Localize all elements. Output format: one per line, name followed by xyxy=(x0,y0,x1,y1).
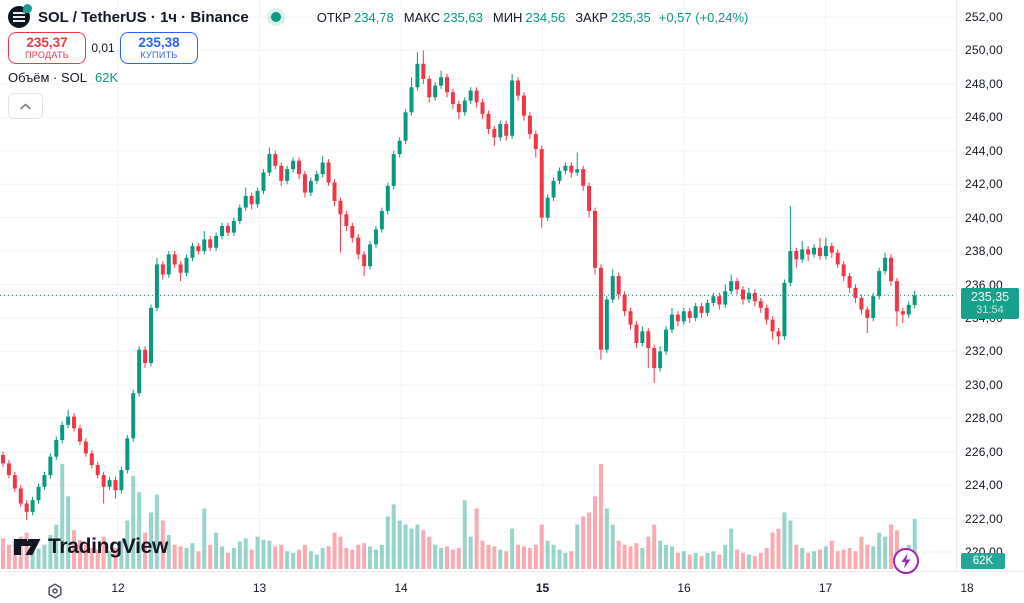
buy-price: 235,38 xyxy=(138,34,180,50)
price-tick: 252,00 xyxy=(965,10,1003,24)
current-price-badge: 235,35 31:54 xyxy=(961,288,1019,320)
gear-icon[interactable] xyxy=(46,582,64,600)
time-tick: 14 xyxy=(394,581,408,595)
tradingview-logo[interactable]: TradingView xyxy=(14,535,168,559)
sell-label: ПРОДАТЬ xyxy=(25,50,69,61)
bar-countdown: 31:54 xyxy=(976,304,1004,317)
buy-label: КУПИТЬ xyxy=(140,50,178,61)
tradingview-logo-text: TradingView xyxy=(48,535,169,558)
price-tick: 244,00 xyxy=(965,143,1003,158)
candlestick-chart-pane[interactable] xyxy=(0,0,956,571)
volume-value-badge: 62K xyxy=(961,553,1005,569)
time-tick: 17 xyxy=(818,581,833,595)
price-tick: 242,00 xyxy=(965,177,1003,192)
close-value: 235,35 xyxy=(610,9,651,25)
volume-value: 62K xyxy=(94,70,119,85)
price-tick: 246,00 xyxy=(965,110,1003,125)
price-tick: 248,00 xyxy=(965,76,1003,91)
open-value: 234,78 xyxy=(354,9,394,25)
price-tick: 240,00 xyxy=(965,210,1003,225)
trade-panel: 235,37 ПРОДАТЬ 0,01 235,38 КУПИТЬ xyxy=(8,32,198,64)
price-tick: 232,00 xyxy=(965,344,1003,359)
ohlc-row: ОТКР 234,78 МАКС 235,63 МИН 234,56 ЗАКР … xyxy=(307,10,749,25)
price-tick: 236,00 xyxy=(965,277,1003,292)
change-value: +0,57 (+0,24%) xyxy=(658,9,749,25)
price-tick: 224,00 xyxy=(965,478,1003,493)
volume-indicator-legend[interactable]: Объём · SOL 62K xyxy=(8,70,118,85)
price-tick: 238,00 xyxy=(965,244,1003,259)
time-tick: 18 xyxy=(960,581,974,595)
candlestick-chart-svg[interactable] xyxy=(0,0,956,571)
price-tick: 226,00 xyxy=(965,444,1003,459)
time-tick: 12 xyxy=(111,581,125,595)
high-label: МАКС xyxy=(403,9,441,25)
time-scale[interactable]: 12 13 14 15 16 17 18 xyxy=(0,571,1024,603)
low-value: 234,56 xyxy=(525,9,566,25)
spread-value: 0,01 xyxy=(91,41,115,55)
buy-button[interactable]: 235,38 КУПИТЬ xyxy=(120,32,198,64)
collapse-legend-button[interactable] xyxy=(8,93,43,119)
sell-price: 235,37 xyxy=(26,34,68,50)
price-tick: 230,00 xyxy=(965,377,1003,392)
price-tick: 222,00 xyxy=(965,511,1003,526)
price-tick: 228,00 xyxy=(965,411,1003,426)
time-tick: 15 xyxy=(535,581,550,595)
lightning-icon[interactable] xyxy=(892,547,920,575)
volume-label: Объём · SOL xyxy=(8,70,87,85)
market-status-icon[interactable] xyxy=(266,8,285,26)
high-value: 235,63 xyxy=(443,9,483,25)
symbol-title[interactable]: SOL / TetherUS · 1ч · Binance xyxy=(38,8,249,26)
current-price-value: 235,35 xyxy=(970,290,1010,305)
time-tick: 13 xyxy=(252,581,267,595)
low-label: МИН xyxy=(492,9,523,25)
tradingview-logo-icon xyxy=(14,539,41,555)
time-tick: 16 xyxy=(677,581,691,595)
open-label: ОТКР xyxy=(316,9,351,25)
sell-button[interactable]: 235,37 ПРОДАТЬ xyxy=(8,32,86,64)
price-scale[interactable]: 252,00 250,00 248,00 246,00 244,00 242,00 240,… xyxy=(956,0,1024,571)
solana-coin-icon xyxy=(8,4,32,28)
price-tick: 250,00 xyxy=(965,43,1003,58)
chevron-up-icon xyxy=(20,103,31,109)
chart-legend: SOL / TetherUS · 1ч · Binance ОТКР 234,7… xyxy=(8,4,749,28)
close-label: ЗАКР xyxy=(575,9,608,25)
